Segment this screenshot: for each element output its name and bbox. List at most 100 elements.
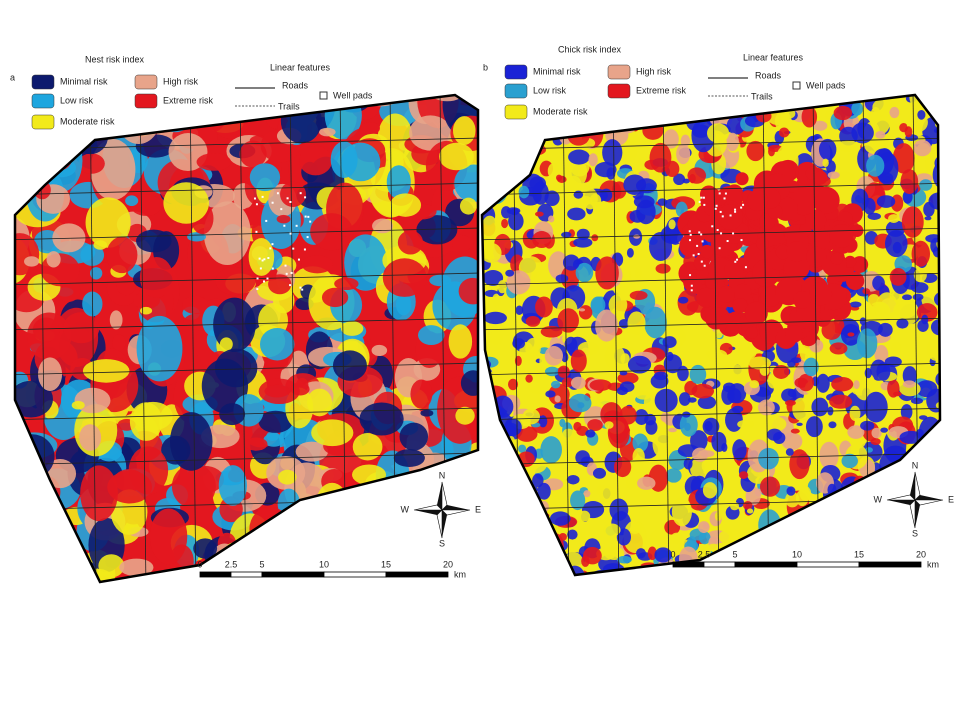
risk-patch (413, 512, 435, 538)
risk-patch (608, 415, 629, 444)
scale-label: 5 (259, 559, 264, 569)
risk-patch (786, 241, 808, 262)
compass-w: W (401, 504, 410, 514)
risk-patch (786, 486, 796, 496)
risk-patch (182, 296, 209, 315)
risk-patch (668, 427, 677, 433)
risk-patch (516, 321, 526, 328)
scale-label: 2.5 (698, 549, 711, 559)
risk-patch (812, 186, 840, 214)
risk-patch (833, 105, 853, 121)
risk-patch (332, 350, 367, 381)
risk-patch (652, 430, 673, 458)
risk-patch (893, 520, 909, 531)
risk-patch (902, 380, 916, 388)
risk-patch (829, 342, 848, 355)
risk-patch (372, 218, 393, 234)
risk-patch (853, 503, 877, 529)
risk-patch (819, 441, 839, 470)
risk-patch (24, 256, 40, 267)
scale-label: 10 (792, 549, 802, 559)
risk-patch (781, 522, 798, 545)
risk-patch (518, 481, 526, 488)
risk-patch (249, 163, 281, 192)
risk-patch (821, 546, 845, 575)
risk-patch (389, 193, 422, 217)
risk-patch (697, 395, 717, 410)
risk-patch (504, 500, 528, 524)
well-pad-marker (703, 203, 706, 206)
well-pad-marker (689, 274, 692, 277)
risk-patch (525, 315, 541, 327)
risk-patch (918, 452, 940, 482)
risk-patch (490, 369, 503, 381)
risk-patch (793, 291, 812, 309)
scale-segment (858, 561, 922, 568)
risk-patch (32, 317, 60, 342)
risk-patch (623, 520, 647, 554)
risk-patch (640, 113, 654, 123)
risk-patch (935, 370, 940, 388)
risk-patch (597, 581, 617, 593)
risk-patch (525, 121, 543, 146)
risk-patch (555, 274, 569, 283)
risk-patch (280, 181, 306, 207)
legend-swatch (134, 93, 158, 109)
risk-patch (460, 370, 478, 396)
risk-patch (310, 508, 350, 535)
risk-patch (932, 506, 940, 515)
risk-patch (340, 321, 364, 336)
well-pad-marker (289, 232, 292, 235)
risk-patch (662, 336, 677, 349)
risk-patch (508, 211, 524, 231)
risk-patch (876, 195, 896, 208)
risk-patch (670, 112, 679, 119)
well-pads-symbol (792, 81, 801, 90)
risk-patch (759, 476, 781, 497)
risk-patch (15, 491, 31, 528)
risk-patch (926, 388, 940, 413)
risk-patch (532, 231, 552, 249)
risk-patch (290, 382, 310, 396)
risk-patch (941, 478, 960, 493)
risk-patch (745, 326, 759, 339)
risk-patch (218, 465, 248, 506)
risk-patch (439, 469, 478, 498)
risk-patch (482, 552, 497, 575)
risk-patch (500, 319, 513, 337)
risk-patch (587, 419, 603, 432)
risk-patch (452, 519, 478, 549)
risk-patch (935, 460, 940, 471)
risk-patch (562, 428, 575, 440)
risk-patch (690, 430, 708, 452)
risk-patch (535, 296, 553, 318)
risk-patch (732, 298, 748, 314)
risk-patch (900, 404, 913, 420)
risk-patch (864, 95, 884, 101)
risk-patch (943, 386, 953, 397)
risk-patch (833, 534, 843, 547)
risk-patch (673, 173, 686, 185)
well-pads-label: Well pads (333, 90, 373, 100)
risk-patch (45, 161, 62, 173)
risk-patch (878, 568, 897, 575)
risk-patch (576, 580, 583, 585)
risk-patch (554, 586, 560, 591)
well-pad-marker (700, 260, 703, 263)
risk-patch (800, 96, 810, 105)
risk-patch (635, 244, 654, 259)
well-pad-marker (283, 224, 286, 227)
risk-patch (868, 217, 876, 228)
risk-patch (139, 257, 174, 298)
risk-patch (345, 557, 376, 582)
well-pad-marker (289, 284, 292, 287)
well-pads-label: Well pads (806, 80, 846, 90)
risk-patch (604, 344, 626, 370)
risk-patch (268, 274, 292, 295)
risk-patch (669, 99, 692, 114)
risk-patch (692, 447, 709, 462)
risk-patch (359, 518, 391, 536)
risk-patch (455, 539, 478, 582)
compass-n: N (439, 470, 446, 480)
risk-patch (537, 482, 551, 500)
